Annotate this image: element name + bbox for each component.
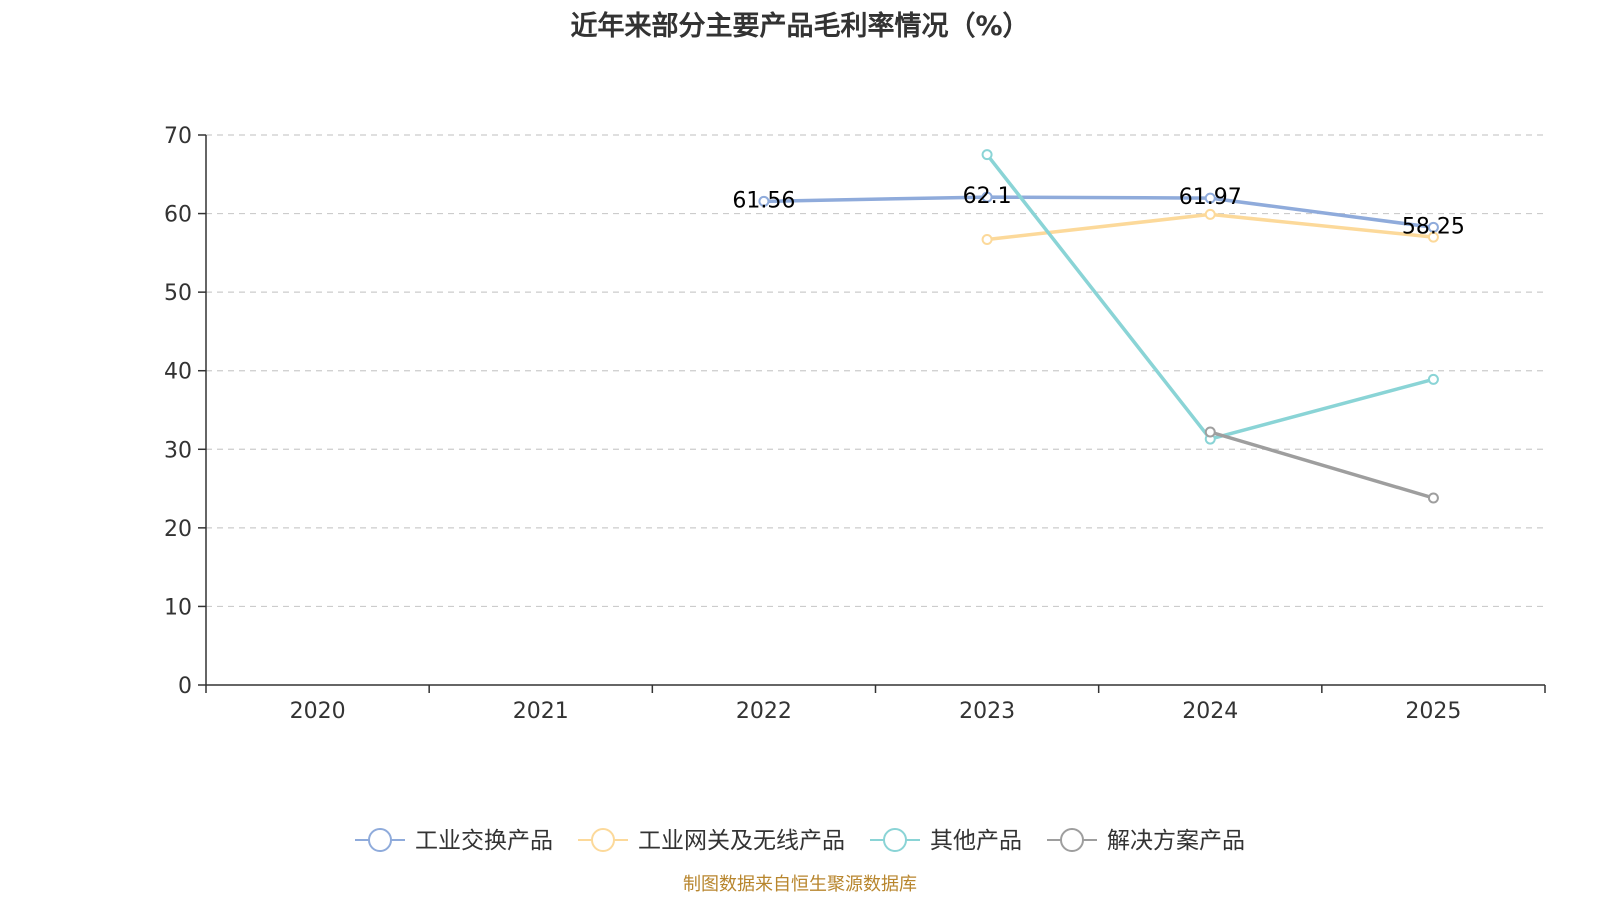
y-tick-label: 60 xyxy=(164,203,192,228)
legend-label: 其他产品 xyxy=(930,828,1022,854)
data-point xyxy=(1204,192,1216,204)
x-tick-label: 2020 xyxy=(290,699,346,724)
legend-item: 工业网关及无线产品 xyxy=(578,828,845,854)
legend-marker xyxy=(368,828,392,852)
data-label: 58.25 xyxy=(1402,214,1465,239)
data-label: 61.97 xyxy=(1179,185,1242,210)
data-point xyxy=(1204,208,1216,220)
series-line xyxy=(763,195,1434,230)
legend-item: 其他产品 xyxy=(870,828,1022,854)
chart-title: 近年来部分主要产品毛利率情况（%） xyxy=(570,11,1030,42)
legend-marker xyxy=(1060,828,1084,852)
x-tick-label: 2023 xyxy=(959,699,1015,724)
y-tick-label: 30 xyxy=(164,438,192,463)
series-lines xyxy=(758,149,1439,504)
y-tick-label: 10 xyxy=(164,595,192,620)
y-tick-label: 50 xyxy=(164,281,192,306)
data-point xyxy=(1427,492,1439,504)
x-tick-label: 2024 xyxy=(1182,699,1238,724)
legend-item: 工业交换产品 xyxy=(355,828,553,854)
legend-label: 工业交换产品 xyxy=(415,828,553,854)
data-point xyxy=(1204,426,1216,438)
legend-item: 解决方案产品 xyxy=(1047,828,1245,854)
source-note: 制图数据来自恒生聚源数据库 xyxy=(683,874,917,895)
data-label: 61.56 xyxy=(732,188,795,213)
data-labels: 61.56 62.1 61.97 58.25 xyxy=(732,184,1464,239)
legend-marker xyxy=(591,828,615,852)
series-1 xyxy=(758,191,1439,233)
data-point xyxy=(981,191,993,203)
legend: 工业交换产品 工业网关及无线产品 其他产品 解决方案产品 xyxy=(355,828,1245,854)
series-2 xyxy=(981,208,1439,245)
series-line xyxy=(1209,430,1434,500)
series-4 xyxy=(1204,426,1439,504)
data-point xyxy=(1427,231,1439,243)
y-tick-label: 0 xyxy=(178,674,192,699)
x-tick-label: 2021 xyxy=(513,699,569,724)
axes: 0 10 20 30 40 50 60 70 2020 2021 2022 2023 2024 2025 xyxy=(164,124,1546,724)
y-tick-label: 40 xyxy=(164,360,192,385)
x-tick-label: 2025 xyxy=(1405,699,1461,724)
y-tick-label: 20 xyxy=(164,517,192,542)
data-point xyxy=(758,195,770,207)
x-tick-label: 2022 xyxy=(736,699,792,724)
legend-label: 解决方案产品 xyxy=(1107,828,1245,854)
legend-marker xyxy=(883,828,907,852)
legend-label: 工业网关及无线产品 xyxy=(638,828,845,854)
grid-lines xyxy=(206,134,1545,608)
y-tick-label: 70 xyxy=(164,124,192,149)
data-label: 62.1 xyxy=(963,184,1012,209)
data-point xyxy=(1427,373,1439,385)
data-point xyxy=(981,149,993,161)
data-point xyxy=(981,234,993,245)
